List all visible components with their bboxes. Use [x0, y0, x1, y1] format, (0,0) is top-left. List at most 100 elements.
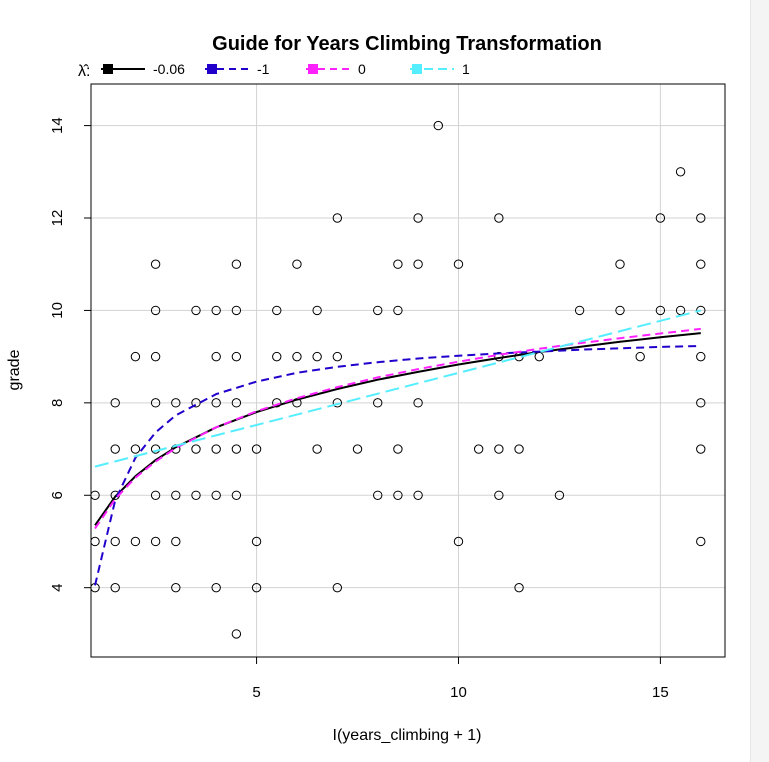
- plot-frame: [90, 83, 726, 658]
- y-tick-label: 6: [49, 491, 66, 499]
- data-point: [373, 398, 383, 408]
- legend-swatch--1: [207, 64, 217, 74]
- data-point: [373, 305, 383, 316]
- data-point: [110, 444, 120, 454]
- data-point: [211, 305, 221, 316]
- data-point: [231, 259, 242, 269]
- legend-swatch-0: [308, 64, 318, 74]
- data-point: [171, 582, 181, 593]
- legend-label-1: 1: [462, 61, 470, 77]
- data-point: [272, 351, 282, 362]
- data-point: [251, 536, 262, 547]
- data-point: [171, 536, 181, 547]
- data-point: [191, 490, 201, 500]
- data-point: [251, 582, 262, 593]
- data-point: [534, 351, 544, 362]
- data-point: [211, 351, 221, 362]
- data-point: [413, 490, 423, 500]
- data-point: [332, 582, 343, 593]
- data-point: [292, 259, 302, 269]
- data-point: [231, 629, 242, 639]
- x-axis-label: I(years_climbing + 1): [333, 727, 482, 744]
- data-point: [231, 444, 242, 454]
- data-point: [251, 444, 262, 454]
- data-point: [393, 259, 403, 269]
- data-point: [130, 444, 141, 454]
- x-axis: 5 10 15: [252, 657, 669, 701]
- data-point: [696, 536, 706, 547]
- legend-title: λ̂:: [78, 63, 90, 80]
- data-point: [312, 444, 322, 454]
- data-point: [655, 305, 666, 316]
- data-point: [150, 259, 161, 269]
- data-point: [110, 536, 120, 547]
- data-point: [211, 490, 221, 500]
- data-point: [90, 490, 100, 500]
- y-axis: 4 6 8 10 12 14: [49, 117, 91, 592]
- data-point: [696, 305, 706, 316]
- data-point: [130, 351, 141, 362]
- data-points: [90, 120, 706, 639]
- x-tick-label: 10: [450, 684, 467, 701]
- chart: Guide for Years Climbing Transformation …: [6, 33, 726, 744]
- data-point: [413, 213, 423, 223]
- data-point: [413, 398, 423, 408]
- data-point: [150, 398, 161, 408]
- data-point: [696, 398, 706, 408]
- data-point: [150, 305, 161, 316]
- data-point: [352, 444, 363, 454]
- data-point: [191, 398, 201, 408]
- y-tick-label: 10: [49, 302, 66, 319]
- data-point: [514, 444, 524, 454]
- data-point: [292, 351, 302, 362]
- data-point: [373, 490, 383, 500]
- legend-label--1: -1: [257, 61, 270, 77]
- series-line--1: [94, 345, 701, 586]
- data-point: [231, 398, 242, 408]
- series-line-0: [94, 327, 701, 530]
- y-tick-label: 4: [49, 584, 66, 592]
- data-point: [191, 444, 201, 454]
- chart-title: Guide for Years Climbing Transformation: [212, 33, 602, 55]
- data-point: [130, 536, 141, 547]
- data-point: [150, 490, 161, 500]
- legend-swatch-1: [412, 64, 422, 74]
- data-point: [332, 398, 343, 408]
- data-point: [332, 213, 343, 223]
- y-tick-label: 14: [49, 117, 66, 134]
- data-point: [514, 582, 524, 593]
- x-tick-label: 15: [652, 684, 669, 701]
- x-tick-label: 5: [252, 684, 260, 701]
- data-point: [332, 351, 343, 362]
- data-point: [110, 582, 120, 593]
- legend-label-0: 0: [358, 61, 366, 77]
- legend-label--0.06: -0.06: [153, 61, 185, 77]
- data-point: [150, 536, 161, 547]
- data-point: [615, 305, 625, 316]
- data-point: [393, 490, 403, 500]
- y-axis-label: grade: [6, 349, 23, 390]
- data-point: [312, 351, 322, 362]
- data-point: [150, 351, 161, 362]
- data-point: [494, 444, 504, 454]
- data-point: [211, 444, 221, 454]
- data-point: [211, 582, 221, 593]
- data-point: [696, 259, 706, 269]
- data-point: [171, 398, 181, 408]
- data-point: [554, 490, 565, 500]
- data-point: [90, 536, 100, 547]
- data-point: [393, 305, 403, 316]
- data-point: [110, 398, 120, 408]
- data-point: [393, 444, 403, 454]
- data-point: [312, 305, 322, 316]
- legend: λ̂: -0.06 -1 0 1: [78, 61, 470, 80]
- series-line-1: [94, 309, 702, 468]
- data-point: [272, 398, 282, 408]
- data-point: [635, 351, 645, 362]
- data-point: [615, 259, 625, 269]
- data-point: [453, 259, 464, 269]
- data-point: [696, 213, 706, 223]
- window-edge-strip: [750, 0, 769, 762]
- data-point: [171, 490, 181, 500]
- data-point: [433, 120, 443, 131]
